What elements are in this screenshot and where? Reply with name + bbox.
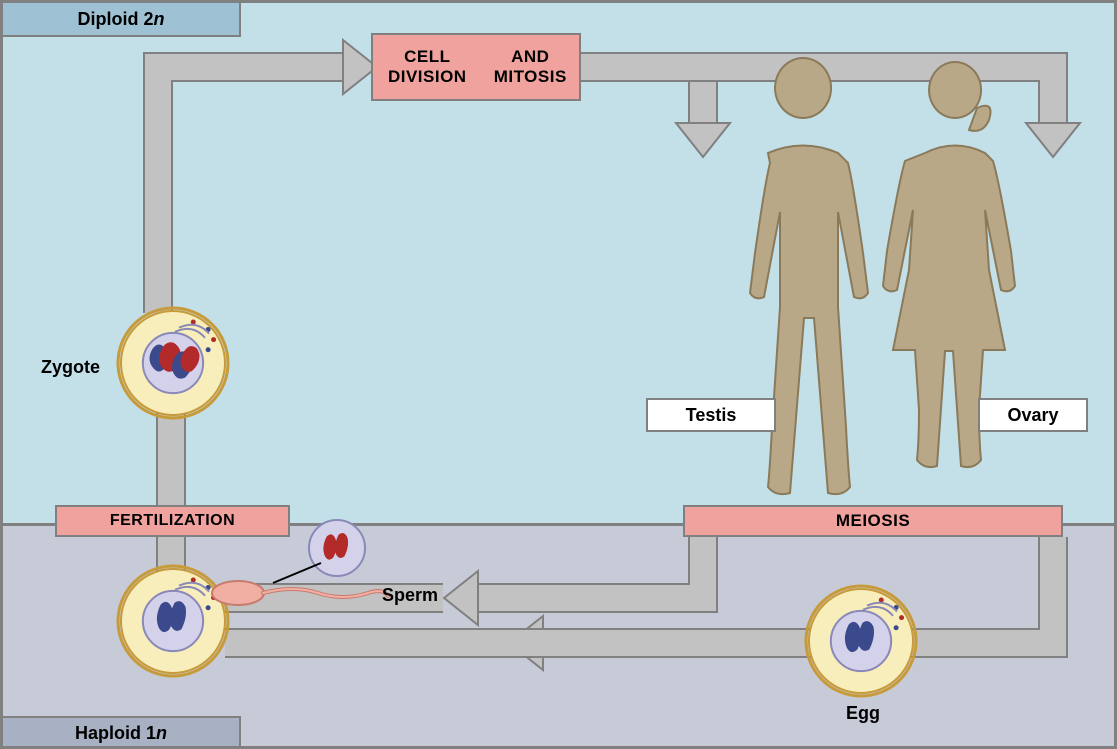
fertilization-text: FERTILIZATION: [110, 512, 235, 530]
diploid-label-box: Diploid 2n: [3, 3, 241, 37]
meiosis-text: MEIOSIS: [836, 511, 910, 531]
fertilization-box: FERTILIZATION: [55, 505, 290, 537]
cell-division-mitosis-box: CELL DIVISIONAND MITOSIS: [371, 33, 581, 101]
sperm-text: Sperm: [382, 585, 438, 605]
testis-label: Testis: [646, 398, 776, 432]
cell-division-line: AND MITOSIS: [482, 47, 579, 87]
testis-text: Testis: [686, 405, 737, 426]
ovary-text: Ovary: [1007, 405, 1058, 426]
haploid-label-box: Haploid 1n: [3, 716, 241, 749]
zygote-label: Zygote: [41, 357, 100, 378]
meiosis-box: MEIOSIS: [683, 505, 1063, 537]
zygote-text: Zygote: [41, 357, 100, 377]
egg-label: Egg: [846, 703, 880, 724]
sperm-label: Sperm: [382, 585, 438, 606]
ovary-label: Ovary: [978, 398, 1088, 432]
cell-division-line: CELL DIVISION: [373, 47, 482, 87]
egg-text: Egg: [846, 703, 880, 723]
diagram-frame: CELL DIVISIONAND MITOSIS FERTILIZATION M…: [0, 0, 1117, 749]
